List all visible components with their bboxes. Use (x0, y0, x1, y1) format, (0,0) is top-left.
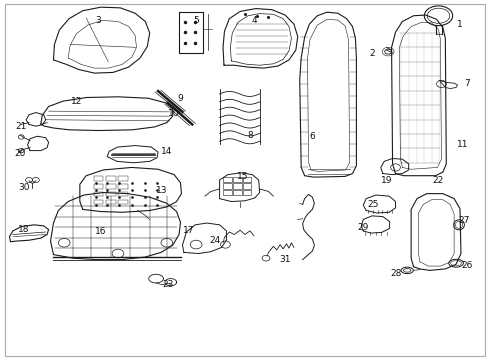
Text: 19: 19 (381, 176, 392, 185)
Bar (118, 192, 128, 197)
Text: 4: 4 (252, 16, 258, 25)
Text: 22: 22 (432, 176, 443, 185)
Text: 30: 30 (19, 183, 30, 192)
Bar (94, 192, 103, 197)
Bar (106, 192, 116, 197)
Text: 6: 6 (310, 132, 315, 141)
Text: 27: 27 (458, 216, 469, 225)
Bar (94, 200, 103, 204)
Text: 17: 17 (183, 226, 195, 235)
Text: 13: 13 (156, 186, 168, 195)
Bar (106, 200, 116, 204)
Text: 15: 15 (237, 172, 248, 181)
Ellipse shape (454, 220, 465, 230)
Bar (223, 190, 232, 195)
Text: 7: 7 (465, 80, 470, 89)
Text: 12: 12 (71, 97, 82, 106)
Bar (106, 176, 116, 181)
Bar (118, 184, 128, 189)
Text: 26: 26 (462, 261, 473, 270)
Text: 11: 11 (457, 140, 468, 149)
Text: 2: 2 (369, 49, 375, 58)
Bar (223, 177, 232, 182)
Text: 25: 25 (368, 200, 379, 209)
Text: 24: 24 (209, 237, 220, 246)
Bar (94, 184, 103, 189)
Bar (233, 183, 242, 189)
Text: 9: 9 (178, 94, 183, 103)
Text: 16: 16 (95, 228, 107, 237)
Text: 28: 28 (391, 269, 402, 278)
Text: 1: 1 (457, 19, 463, 28)
Text: 23: 23 (163, 280, 174, 289)
Ellipse shape (449, 259, 464, 267)
Text: 21: 21 (16, 122, 27, 131)
Bar (223, 183, 232, 189)
Bar (243, 177, 251, 182)
Text: 18: 18 (19, 225, 30, 234)
Bar (118, 176, 128, 181)
Bar (243, 190, 251, 195)
Text: 8: 8 (247, 131, 253, 140)
Bar (233, 177, 242, 182)
Text: 29: 29 (358, 223, 369, 232)
Bar (118, 200, 128, 204)
Text: 3: 3 (96, 16, 101, 25)
Ellipse shape (424, 6, 453, 26)
Text: 20: 20 (15, 149, 26, 158)
Bar (233, 190, 242, 195)
Text: 31: 31 (279, 255, 291, 264)
Bar (106, 184, 116, 189)
Bar (243, 183, 251, 189)
Text: 10: 10 (169, 109, 180, 118)
Bar (94, 176, 103, 181)
Text: 14: 14 (161, 147, 172, 156)
Text: 5: 5 (193, 16, 199, 25)
